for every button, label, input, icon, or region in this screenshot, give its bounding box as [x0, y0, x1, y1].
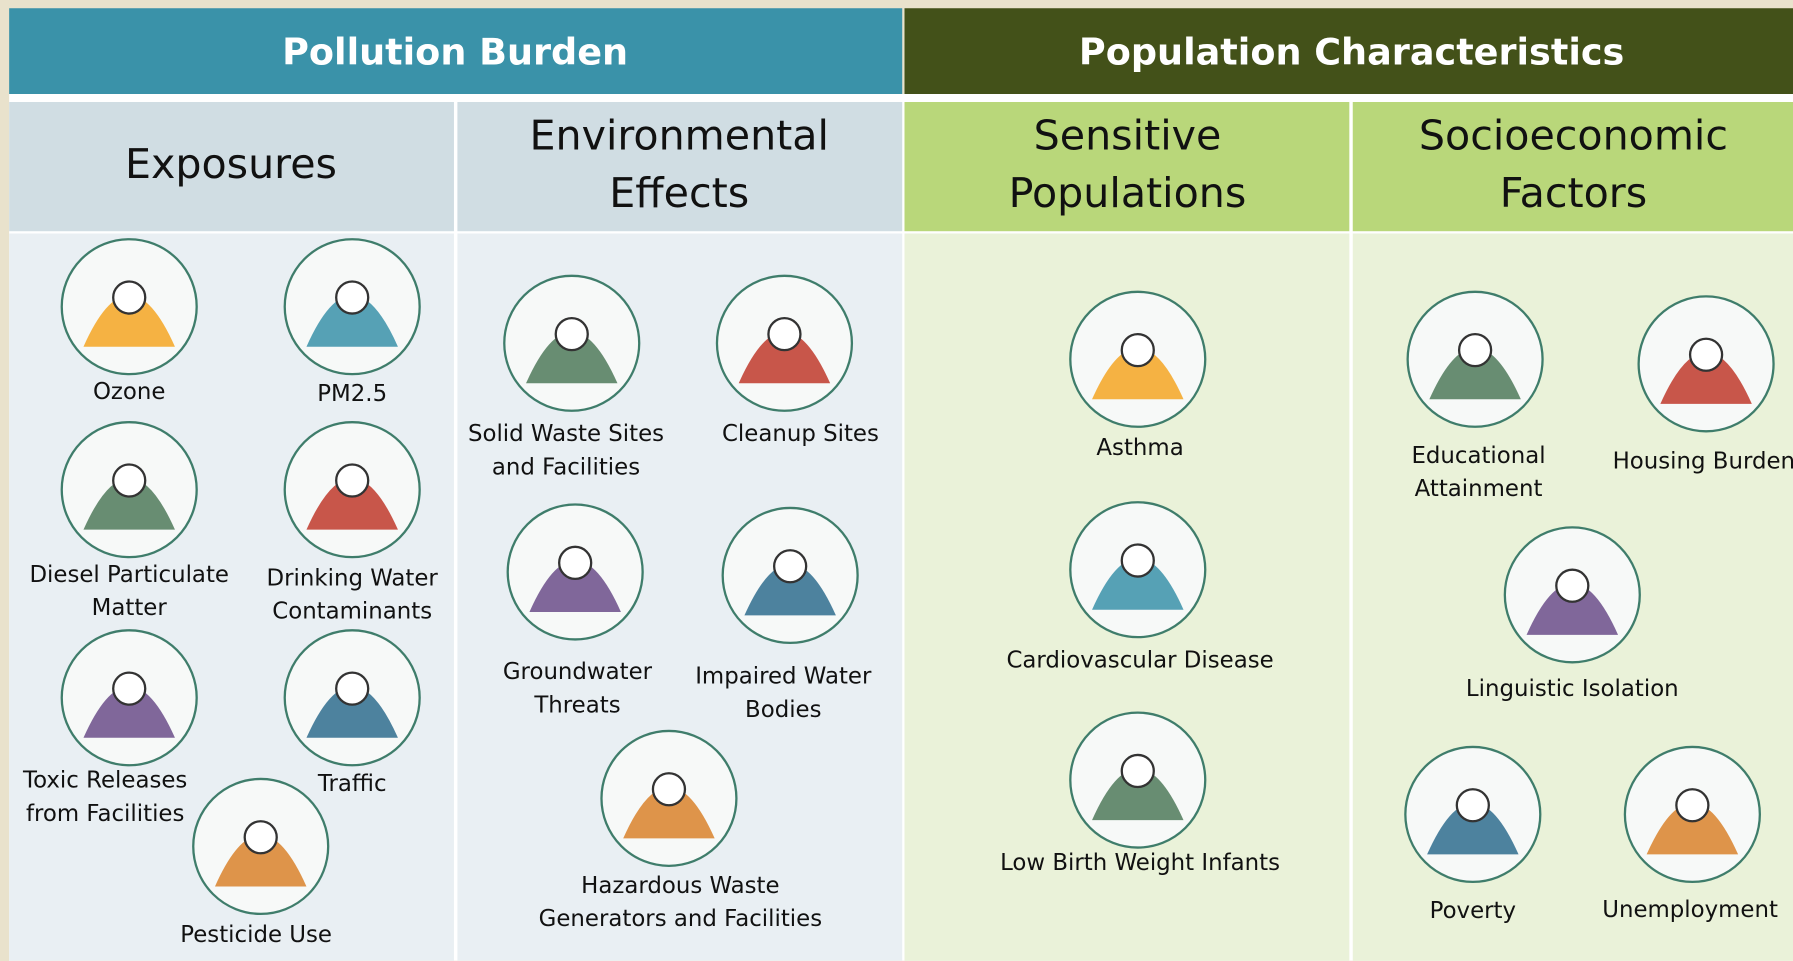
- icon-shape: [1556, 570, 1588, 602]
- icon-shape: [113, 673, 145, 705]
- item-label: Low Birth Weight Infants: [1000, 850, 1280, 876]
- item-label: Traffic: [317, 771, 387, 797]
- icon-shape: [653, 773, 685, 805]
- item-label: Drinking Water: [267, 565, 439, 591]
- icon-shape: [336, 673, 368, 705]
- section-title: Population Characteristics: [1079, 30, 1624, 73]
- icon-shape: [245, 821, 277, 853]
- icon-shape: [1690, 339, 1722, 371]
- item-label: Cleanup Sites: [722, 421, 879, 447]
- item-label: Unemployment: [1602, 897, 1778, 923]
- item-label: Threats: [533, 692, 620, 718]
- group-title: Populations: [1009, 169, 1247, 217]
- icon-shape: [556, 318, 588, 350]
- icon-shape: [1459, 334, 1491, 366]
- item-label: Cardiovascular Disease: [1006, 648, 1273, 674]
- item-label: and Facilities: [492, 454, 640, 480]
- item-label: Attainment: [1415, 476, 1543, 502]
- icon-shape: [1122, 334, 1154, 366]
- item-label: Generators and Facilities: [539, 906, 823, 932]
- item-label: Ozone: [93, 379, 166, 405]
- icon-shape: [113, 282, 145, 314]
- item-label: Linguistic Isolation: [1466, 676, 1679, 702]
- item-label: Toxic Releases: [22, 768, 187, 794]
- icon-shape: [1122, 755, 1154, 787]
- item-label: Asthma: [1096, 435, 1183, 461]
- icon-shape: [1457, 789, 1489, 821]
- infographic: Pollution Burden Exposures Ozone PM2.5 Diese…: [0, 0, 1793, 961]
- icon-shape: [113, 464, 145, 496]
- item-label: Bodies: [745, 697, 822, 723]
- icon-shape: [1122, 545, 1154, 577]
- icon-shape: [559, 547, 591, 579]
- item-label: Housing Burden: [1613, 449, 1793, 475]
- group-title: Effects: [609, 169, 749, 217]
- item-label: Solid Waste Sites: [468, 421, 664, 447]
- item-label: Matter: [92, 595, 168, 621]
- group-title: Factors: [1500, 169, 1647, 217]
- item-label: from Facilities: [26, 801, 184, 827]
- icon-shape: [336, 464, 368, 496]
- item-label: Groundwater: [503, 659, 653, 685]
- item-label: Educational: [1411, 443, 1545, 469]
- item-label: PM2.5: [317, 381, 387, 407]
- group-title: Exposures: [125, 140, 337, 188]
- icon-shape: [768, 318, 800, 350]
- item-label: Contaminants: [272, 599, 432, 625]
- icon-shape: [336, 282, 368, 314]
- icon-shape: [774, 550, 806, 582]
- group-title: Sensitive: [1034, 112, 1222, 160]
- group-title: Socioeconomic: [1419, 112, 1728, 160]
- section-title: Pollution Burden: [282, 30, 628, 73]
- item-label: Impaired Water: [695, 664, 872, 690]
- item-label: Poverty: [1430, 898, 1516, 924]
- item-label: Diesel Particulate: [29, 562, 229, 588]
- group-title: Environmental: [530, 112, 829, 160]
- item-label: Hazardous Waste: [581, 873, 779, 899]
- icon-shape: [1676, 789, 1708, 821]
- item-label: Pesticide Use: [180, 922, 332, 948]
